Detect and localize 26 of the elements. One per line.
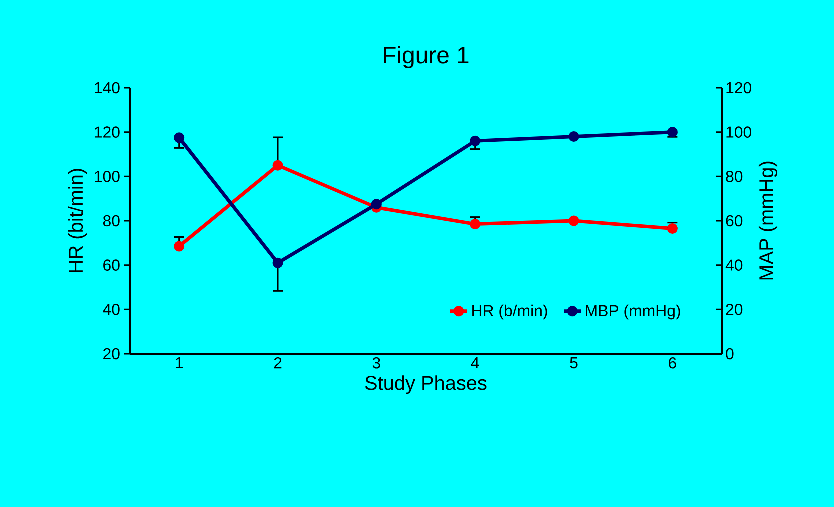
y2-tick-label: 120 xyxy=(726,82,752,94)
x-tick-label: 2 xyxy=(274,358,282,369)
y2-tick-label: 60 xyxy=(726,215,743,227)
y2-tick-label: 0 xyxy=(726,348,734,360)
y-tick-label: 100 xyxy=(95,171,120,182)
x-tick-label: 6 xyxy=(669,358,676,369)
legend-label: MBP (mmHg) xyxy=(586,304,680,320)
x-tick-label: 1 xyxy=(176,358,183,368)
x-axis-title: Study Phases xyxy=(365,376,487,394)
legend-label: HR (b/min) xyxy=(472,304,548,320)
y2-tick-label: 40 xyxy=(726,260,743,271)
y-tick-label: 80 xyxy=(103,215,120,227)
x-tick-label: 4 xyxy=(471,358,480,368)
chart-title: Figure 1 xyxy=(384,46,469,68)
y-tick-label: 140 xyxy=(95,82,120,94)
y2-tick-label: 100 xyxy=(726,126,752,138)
x-tick-label: 3 xyxy=(372,358,380,369)
y-tick-label: 40 xyxy=(103,304,120,316)
y-tick-label: 120 xyxy=(95,126,120,138)
y-tick-label: 20 xyxy=(104,348,120,360)
y2-tick-label: 20 xyxy=(726,304,743,316)
y-axis-title: HR (bit/min) xyxy=(68,169,88,272)
y2-tick-label: 80 xyxy=(726,171,743,182)
y2-axis-title: MAP (mmHg) xyxy=(758,162,778,280)
y-tick-label: 60 xyxy=(104,260,120,271)
x-tick-label: 5 xyxy=(570,358,578,369)
